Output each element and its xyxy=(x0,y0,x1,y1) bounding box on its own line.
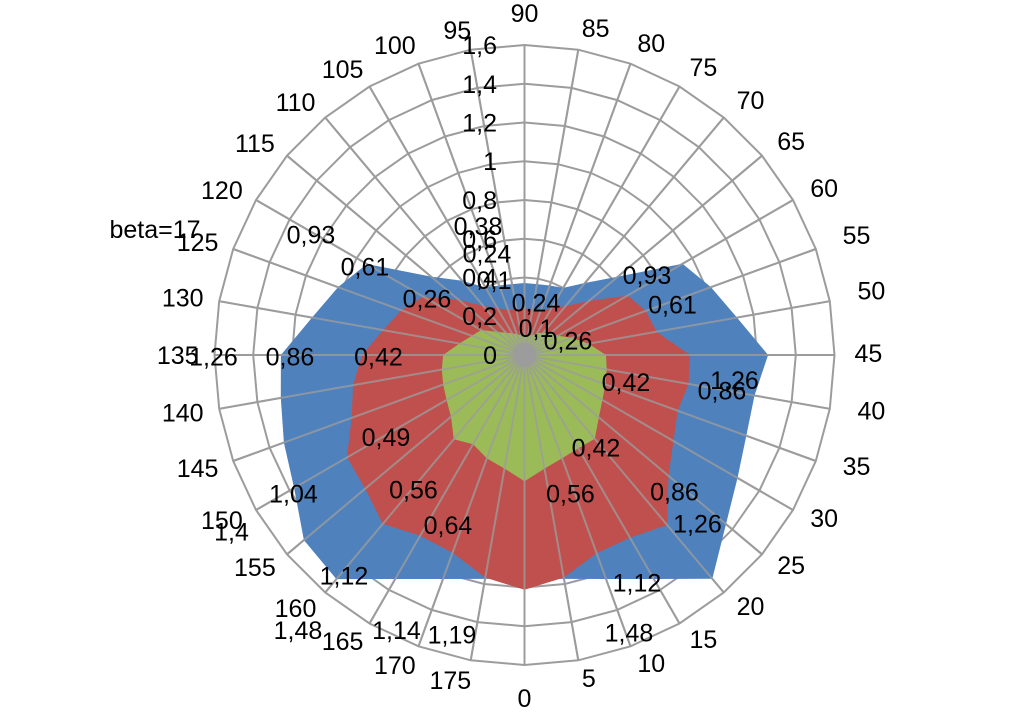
svg-text:85: 85 xyxy=(582,15,610,43)
svg-text:1,14: 1,14 xyxy=(372,617,421,645)
svg-text:75: 75 xyxy=(689,54,717,82)
svg-text:0,61: 0,61 xyxy=(341,254,390,282)
svg-text:1: 1 xyxy=(483,148,497,176)
svg-text:120: 120 xyxy=(201,177,243,205)
svg-text:10: 10 xyxy=(637,650,665,678)
svg-text:0,24: 0,24 xyxy=(512,290,561,318)
svg-text:1,26: 1,26 xyxy=(673,511,722,539)
svg-text:170: 170 xyxy=(374,652,416,680)
svg-text:50: 50 xyxy=(857,278,885,306)
svg-text:0,56: 0,56 xyxy=(546,481,595,509)
svg-text:0,26: 0,26 xyxy=(403,286,452,314)
svg-text:0,8: 0,8 xyxy=(462,187,497,215)
svg-text:55: 55 xyxy=(843,222,871,250)
svg-text:110: 110 xyxy=(276,89,316,117)
svg-text:0,42: 0,42 xyxy=(572,435,621,463)
svg-text:80: 80 xyxy=(637,30,665,58)
svg-text:100: 100 xyxy=(374,32,416,60)
svg-text:40: 40 xyxy=(857,397,885,425)
svg-text:135: 135 xyxy=(157,342,199,370)
svg-text:155: 155 xyxy=(234,554,276,582)
svg-text:0,38: 0,38 xyxy=(454,213,503,241)
svg-text:105: 105 xyxy=(322,56,364,84)
svg-text:45: 45 xyxy=(854,340,882,368)
svg-text:0,56: 0,56 xyxy=(389,477,438,505)
svg-text:0,93: 0,93 xyxy=(623,262,672,290)
svg-text:125: 125 xyxy=(177,229,219,257)
svg-text:0,86: 0,86 xyxy=(698,378,747,406)
svg-text:1,04: 1,04 xyxy=(269,481,318,509)
svg-text:5: 5 xyxy=(582,665,596,693)
svg-text:0,6: 0,6 xyxy=(462,226,497,254)
svg-text:15: 15 xyxy=(689,626,717,654)
svg-text:95: 95 xyxy=(443,17,471,45)
svg-text:0,4: 0,4 xyxy=(462,265,497,293)
svg-text:1,2: 1,2 xyxy=(462,110,497,138)
svg-text:1,26: 1,26 xyxy=(189,344,238,372)
svg-text:0: 0 xyxy=(483,342,497,370)
svg-text:0,86: 0,86 xyxy=(266,344,315,372)
svg-text:70: 70 xyxy=(737,87,765,115)
svg-text:0,42: 0,42 xyxy=(354,344,403,372)
svg-text:25: 25 xyxy=(777,552,805,580)
svg-text:1,12: 1,12 xyxy=(613,570,662,598)
svg-text:0,1: 0,1 xyxy=(519,315,554,343)
svg-text:0,86: 0,86 xyxy=(650,479,699,507)
svg-text:0,64: 0,64 xyxy=(424,512,473,540)
svg-text:145: 145 xyxy=(177,455,219,483)
svg-text:1,19: 1,19 xyxy=(428,622,477,650)
svg-text:0,49: 0,49 xyxy=(362,424,411,452)
svg-text:0: 0 xyxy=(518,685,532,713)
svg-text:140: 140 xyxy=(162,399,204,427)
svg-text:160: 160 xyxy=(275,595,317,623)
svg-text:165: 165 xyxy=(322,628,364,656)
svg-text:1,4: 1,4 xyxy=(462,71,497,99)
svg-text:1,48: 1,48 xyxy=(605,620,654,648)
svg-text:1,4: 1,4 xyxy=(214,519,249,547)
svg-text:0,2: 0,2 xyxy=(462,303,497,331)
svg-text:115: 115 xyxy=(235,130,275,158)
svg-text:0,1: 0,1 xyxy=(477,267,512,295)
svg-text:1,6: 1,6 xyxy=(462,32,497,60)
svg-text:175: 175 xyxy=(429,667,471,695)
svg-text:0,61: 0,61 xyxy=(648,292,697,320)
svg-text:1,48: 1,48 xyxy=(274,617,323,645)
svg-text:0,26: 0,26 xyxy=(544,328,593,356)
svg-text:35: 35 xyxy=(843,453,871,481)
svg-text:130: 130 xyxy=(162,285,204,313)
svg-text:0,24: 0,24 xyxy=(463,241,512,269)
svg-text:65: 65 xyxy=(777,128,805,156)
svg-text:0,93: 0,93 xyxy=(287,222,336,250)
svg-text:1,12: 1,12 xyxy=(320,563,369,591)
svg-text:0,42: 0,42 xyxy=(602,369,651,397)
svg-text:90: 90 xyxy=(511,0,539,28)
svg-text:20: 20 xyxy=(737,593,765,621)
svg-text:30: 30 xyxy=(810,505,838,533)
svg-text:150: 150 xyxy=(201,507,243,535)
svg-text:1,26: 1,26 xyxy=(710,367,759,395)
svg-text:beta=17: beta=17 xyxy=(109,216,200,244)
svg-text:60: 60 xyxy=(810,175,838,203)
